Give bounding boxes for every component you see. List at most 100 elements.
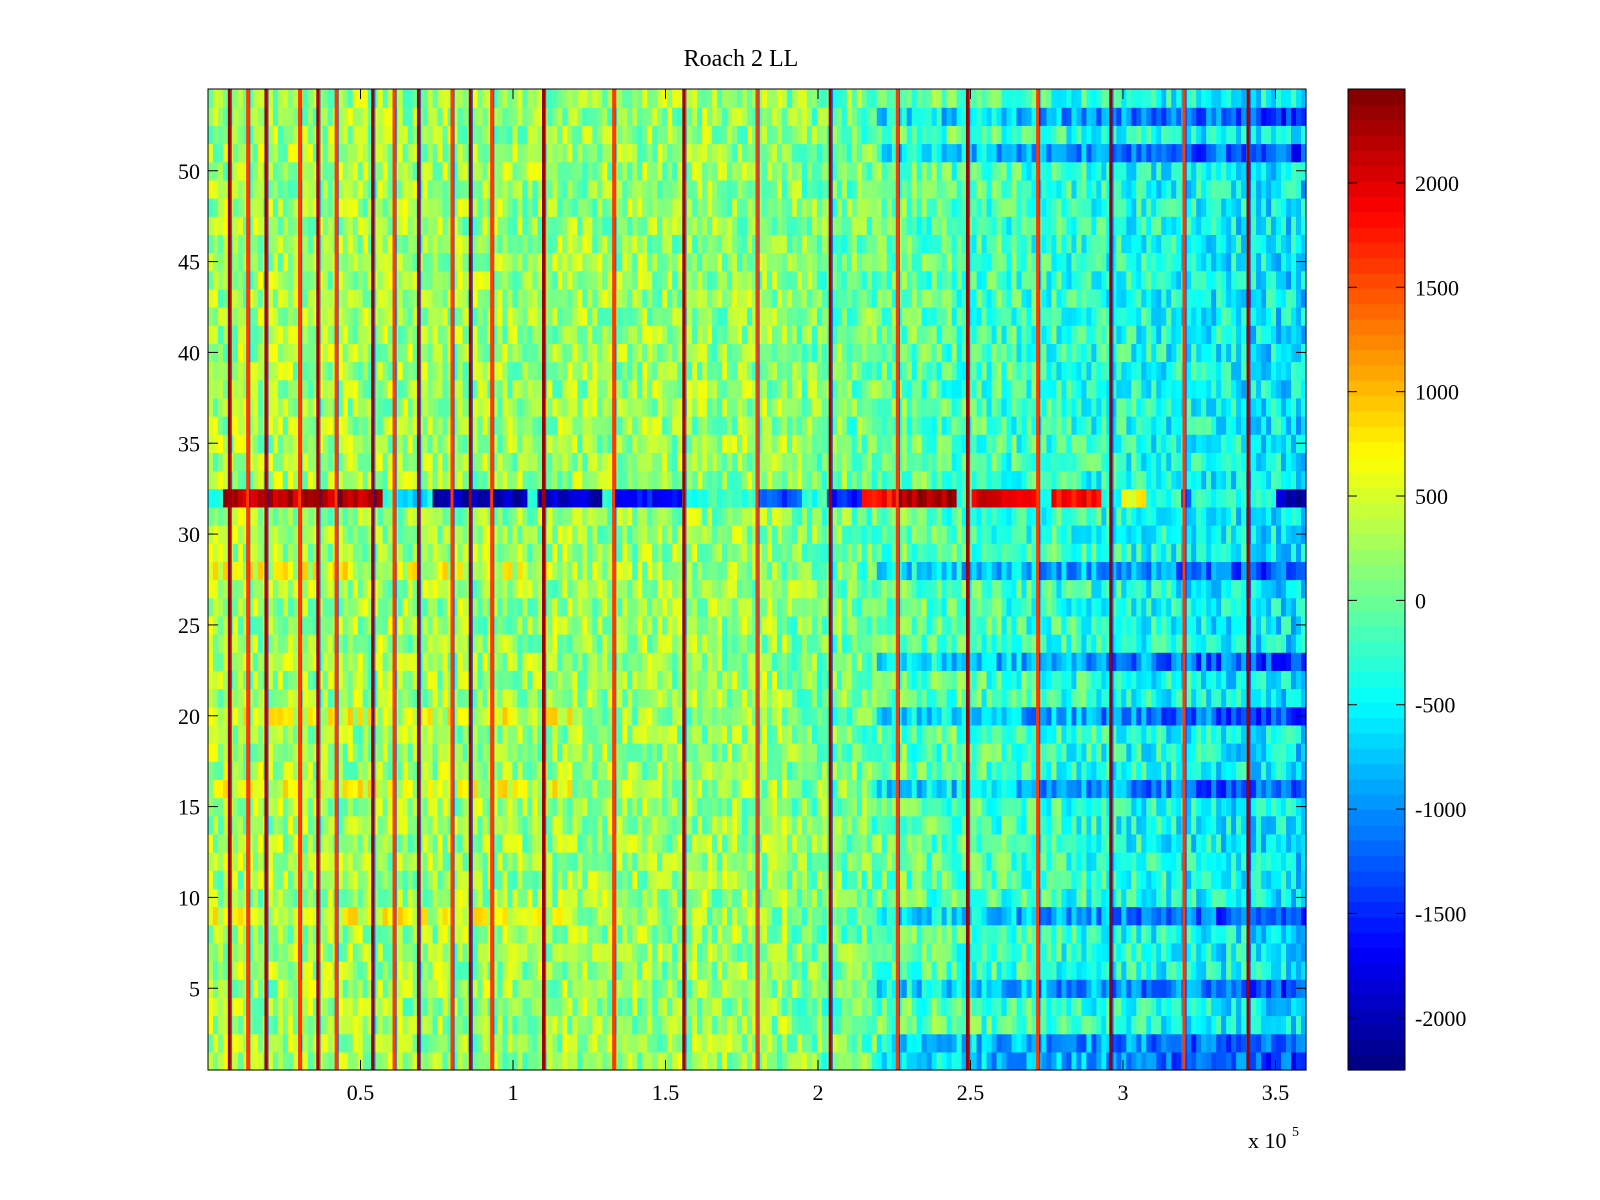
heatmap-cell: [891, 870, 898, 889]
heatmap-cell: [292, 906, 299, 926]
heatmap-cell: [1216, 815, 1222, 835]
heatmap-cell: [1011, 979, 1018, 998]
heatmap-cell: [492, 888, 499, 908]
heatmap-cell: [861, 706, 868, 726]
heatmap-cell: [1101, 888, 1107, 908]
heatmap-cell: [871, 833, 878, 853]
heatmap-cell: [377, 833, 384, 853]
heatmap-cell: [512, 743, 519, 762]
heatmap-cell: [1196, 852, 1202, 871]
heatmap-cell: [1161, 852, 1167, 871]
heatmap-cell: [946, 1051, 953, 1071]
heatmap-cell: [836, 924, 843, 944]
heatmap-cell: [402, 1051, 409, 1071]
heatmap-cell: [771, 1015, 778, 1035]
heatmap-cell: [1026, 797, 1033, 817]
heatmap-cell: [667, 670, 673, 690]
heatmap-cell: [637, 870, 643, 889]
heatmap-cell: [752, 706, 758, 726]
heatmap-cell: [257, 652, 264, 671]
heatmap-cell: [1206, 997, 1212, 1017]
heatmap-cell: [1141, 833, 1147, 853]
heatmap-cell: [1001, 743, 1008, 762]
heatmap-cell: [527, 797, 534, 817]
heatmap-cell: [1241, 797, 1247, 817]
heatmap-cell: [1231, 688, 1237, 708]
heatmap-cell: [327, 997, 334, 1017]
heatmap-cell: [1026, 961, 1033, 980]
heatmap-cell: [1111, 779, 1117, 799]
heatmap-cell: [667, 833, 673, 853]
heatmap-cell: [1011, 815, 1018, 835]
heatmap-cell: [462, 670, 469, 690]
heatmap-cell: [367, 797, 374, 817]
heatmap-cell: [811, 1051, 818, 1071]
heatmap-cell: [986, 942, 993, 962]
heatmap-cell: [672, 979, 678, 998]
heatmap-cell: [991, 997, 998, 1017]
heatmap-cell: [377, 997, 384, 1017]
heatmap-cell: [1286, 870, 1292, 889]
heatmap-cell: [941, 1033, 948, 1053]
heatmap-cell: [747, 942, 753, 962]
heatmap-cell: [737, 852, 743, 871]
heatmap-cell: [1176, 724, 1182, 744]
heatmap-cell: [926, 942, 933, 962]
heatmap-cell: [357, 1015, 364, 1035]
heatmap-cell: [1026, 706, 1033, 726]
heatmap-cell: [1171, 979, 1177, 998]
heatmap-cell: [502, 852, 509, 871]
heatmap-cell: [642, 779, 648, 799]
heatmap-cell: [946, 870, 953, 889]
heatmap-cell: [342, 906, 349, 926]
heatmap-cell: [557, 870, 563, 889]
heatmap-cell: [387, 706, 394, 726]
heatmap-cell: [307, 761, 314, 780]
heatmap-cell: [866, 761, 873, 780]
heatmap-cell: [472, 779, 479, 799]
heatmap-cell: [577, 670, 583, 690]
heatmap-cell: [1136, 1015, 1142, 1035]
heatmap-cell: [692, 797, 698, 817]
heatmap-cell: [866, 870, 873, 889]
heatmap-cell: [1231, 724, 1237, 744]
heatmap-cell: [232, 852, 239, 871]
heatmap-cell: [886, 670, 893, 690]
heatmap-cell: [482, 961, 489, 980]
heatmap-cell: [971, 979, 978, 998]
heatmap-cell: [926, 1015, 933, 1035]
heatmap-cell: [307, 724, 314, 744]
heatmap-cell: [1231, 761, 1237, 780]
heatmap-cell: [657, 706, 663, 726]
heatmap-cell: [352, 670, 359, 690]
heatmap-cell: [667, 924, 673, 944]
heatmap-cell: [402, 979, 409, 998]
heatmap-cell: [387, 761, 394, 780]
heatmap-cell: [1106, 761, 1112, 780]
heatmap-cell: [921, 1033, 928, 1053]
heatmap-cell: [657, 924, 663, 944]
heatmap-cell: [841, 852, 848, 871]
heatmap-cell: [382, 743, 389, 762]
heatmap-cell: [1076, 724, 1083, 744]
heatmap-cell: [871, 888, 878, 908]
heatmap-cell: [916, 797, 923, 817]
heatmap-cell: [1256, 942, 1262, 962]
heatmap-cell: [1166, 906, 1172, 926]
heatmap-cell: [991, 797, 998, 817]
heatmap-cell: [547, 942, 553, 962]
heatmap-cell: [836, 706, 843, 726]
heatmap-cell: [876, 852, 883, 871]
heatmap-cell: [257, 724, 264, 744]
heatmap-cell: [1206, 870, 1212, 889]
heatmap-cell: [1161, 1051, 1167, 1071]
heatmap-cell: [1231, 815, 1237, 835]
heatmap-cell: [532, 942, 538, 962]
heatmap-cell: [292, 779, 299, 799]
heatmap-cell: [547, 870, 553, 889]
heatmap-cell: [622, 979, 628, 998]
heatmap-cell: [372, 852, 379, 871]
heatmap-cell: [786, 852, 793, 871]
heatmap-cell: [732, 888, 738, 908]
heatmap-cell: [831, 706, 838, 726]
